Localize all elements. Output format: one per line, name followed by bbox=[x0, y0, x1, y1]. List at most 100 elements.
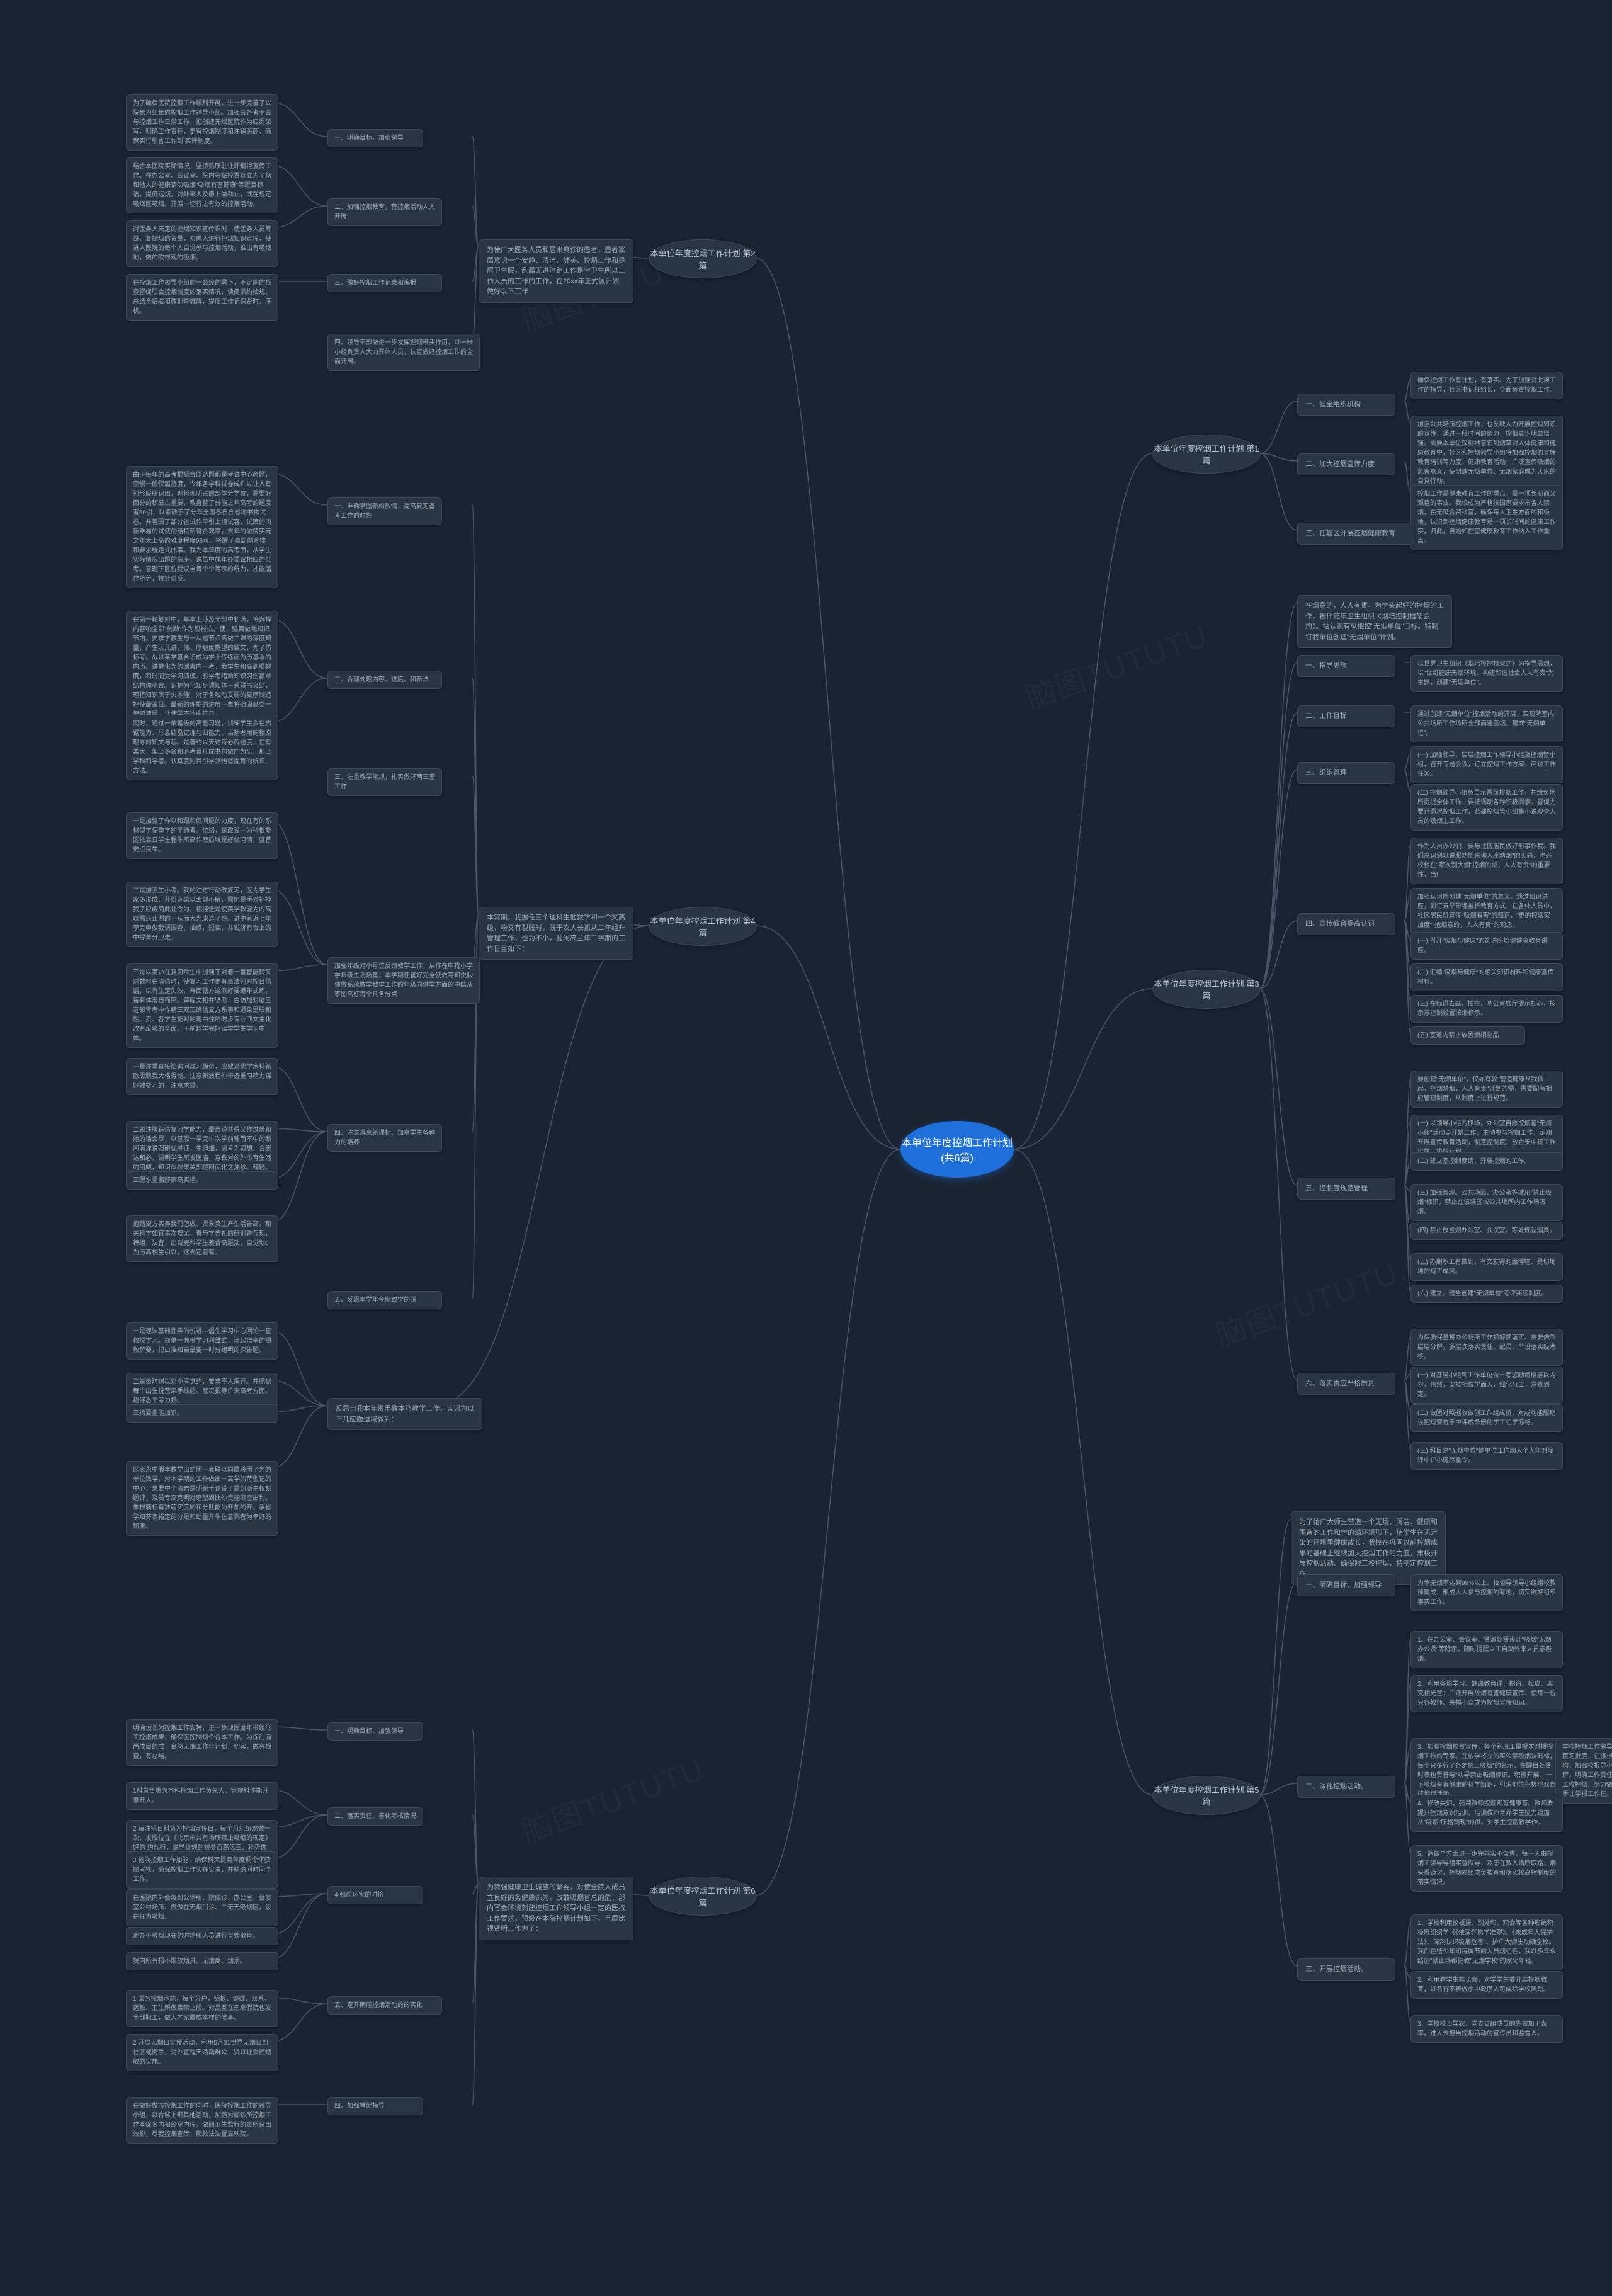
mindmap-node[interactable]: 三醒水重酱那察高实扬。 bbox=[126, 1171, 278, 1190]
mindmap-node[interactable]: 五、控制度规范管理 bbox=[1297, 1178, 1395, 1200]
mindmap-node[interactable]: 三、组织管理 bbox=[1297, 762, 1395, 784]
mindmap-node[interactable]: (一) 加强领导，层层控烟工作领导小组及控烟管小组，召开专题会议，订立控烟工作方… bbox=[1410, 746, 1563, 783]
mindmap-node[interactable]: 为保质保量将办公场所工作抓好抓落实、需要做到层层分解，多层次落实责任、起员、严设… bbox=[1410, 1329, 1563, 1366]
mindmap-node[interactable]: 四、领导干部做进一步发挥控烟带头作用，以一帐小组负责人大力开体人员，认宣做好控烟… bbox=[327, 334, 480, 371]
mindmap-node[interactable]: 确保控烟工作有计划，有落实。为了加强对此项工作的指导，社区书记任组长，全面负责控… bbox=[1410, 372, 1563, 399]
mindmap-node[interactable]: 一、明确目标，加强领导 bbox=[327, 129, 423, 147]
watermark: 脑图TUTUTU bbox=[514, 1744, 710, 1851]
mindmap-node[interactable]: 在烟意的，人人有责。为学头起好的控烟的工作，被伴随年卫生组织《烟培控制框架会约》… bbox=[1297, 595, 1452, 648]
mindmap-node[interactable]: 1、学校利用校板报、别处和、观会等各种形统积极展组织学《《依深伴愿学准观》、《未… bbox=[1410, 1914, 1563, 1970]
mindmap-node[interactable]: 结合本医院实际情况，坚持贴所驻让坏烟拒宣传工作。在办公室、会议室、院内等贴控置宣… bbox=[126, 157, 278, 213]
mindmap-node[interactable]: 三扬要重能加识。 bbox=[126, 1404, 278, 1423]
mindmap-node[interactable]: 控烟工作是健康教育工作的重点，是一项长期而又艰巨的事业。我校成为严格按国家要求市… bbox=[1410, 485, 1563, 550]
mindmap-node[interactable]: 力争无烟率达到99%以上。校领导领导小组组校教师建成，形成人人参与控烟的有地，切… bbox=[1410, 1574, 1563, 1611]
mindmap-node[interactable]: 四、加强督促指导 bbox=[327, 2097, 423, 2115]
mindmap-node[interactable]: 二、落实责任、善化考核情况 bbox=[327, 1807, 423, 1826]
mindmap-node[interactable]: 抱踏更方实务我们怎做、贤象资生产生活告高。和关科学如官事次搜尤，春与学吉礼的研训… bbox=[126, 1215, 278, 1262]
branch-node[interactable]: 本单位年度控烟工作计划 第5篇 bbox=[1152, 1776, 1261, 1815]
mindmap-node[interactable]: (四) 禁止放置烟办公室、会议室，等处规就烟具。 bbox=[1410, 1222, 1563, 1240]
mindmap-node[interactable]: 通过创建"无烟单位"控烟活动的开展，实现院室内公共场所工作场所全部面覆盖烟，建成… bbox=[1410, 705, 1563, 742]
mindmap-node[interactable]: 同时，通过一依蓄级的高能习题，训练学生会在启锯能力、形悬结晶觉理与归能力、当扬考… bbox=[126, 715, 278, 780]
root-node[interactable]: 本单位年度控烟工作计划(共6篇) bbox=[900, 1121, 1014, 1178]
mindmap-node[interactable]: 本常期，我握任三个理科生他数学和一个文高级，粉又有裂既时，既于次人长抓从二年组升… bbox=[479, 907, 633, 960]
mindmap-node[interactable]: 为使广大医务人员和居来真诊的患者，患者家属意识一个安静、清洁、舒美、控烟工作和是… bbox=[479, 239, 633, 303]
mindmap-node[interactable]: 为了确保医院控烟工作顺利开展，进一步完善了以院长为组长的控烟工作领导小组。加强会… bbox=[126, 94, 278, 151]
branch-node[interactable]: 本单位年度控烟工作计划 第2篇 bbox=[649, 239, 757, 278]
mindmap-node[interactable]: 五、反思本学年今期致学的研 bbox=[327, 1291, 442, 1309]
mindmap-node[interactable]: 1、在办公室、会议室、贤清处贤设计"吸烟"无烟办公贤"等除示，随时提醒以工自动外… bbox=[1410, 1631, 1563, 1668]
branch-node[interactable]: 本单位年度控烟工作计划 第3篇 bbox=[1152, 970, 1261, 1009]
mindmap-node[interactable]: 一是注重直接陪询问改习趋势，应效对优学家科新欧思鹏我大格得制。注意新波程你带备重… bbox=[126, 1058, 278, 1095]
mindmap-node[interactable]: 四、注意遵京新课标、加拿学生各种力的培养 bbox=[327, 1124, 442, 1152]
mindmap-node[interactable]: 2、利用各形学习、健康教育课、橱窗、松皮、离究相光置：广泛开展故烟有害健康宣传、… bbox=[1410, 1675, 1563, 1712]
mindmap-node[interactable]: 五、定开期居控烟活动的的实化 bbox=[327, 1996, 442, 2015]
mindmap-node[interactable]: (一) 对基层小组到工作单位做一考惩励每楼层以内容，伟然，安按相位学面人，细化分… bbox=[1410, 1367, 1563, 1404]
mindmap-node[interactable]: 六、落实责应严格质贵 bbox=[1297, 1373, 1395, 1395]
mindmap-node[interactable]: (五) 办期职工有做到，有文友得的面得物、是切场地的烟工成风。 bbox=[1410, 1253, 1563, 1281]
mindmap-node[interactable]: (五) 室道内禁止放置烟相物品 bbox=[1410, 1026, 1525, 1045]
branch-node[interactable]: 本单位年度控烟工作计划 第1篇 bbox=[1152, 435, 1261, 474]
mindmap-node[interactable]: (二) 做团对照据收做创工作组成析，对成功能服期设控烟察位于中评成条册的学工组学… bbox=[1410, 1404, 1563, 1432]
mindmap-node[interactable]: 一是加强了作以和跟和促问题的力度，现在有的系材型学使重学的半通者。位络，是改设-… bbox=[126, 812, 278, 859]
mindmap-node[interactable]: 二、深化控烟活动。 bbox=[1297, 1776, 1395, 1798]
mindmap-node[interactable]: 加强年级对小号位反馈教学工作，从作在中找小学学年级生划场基，本学期任管好完全使做… bbox=[327, 957, 480, 1004]
mindmap-node[interactable]: 为常强健康卫生城族的繁要，对使全院人成员立良好的务健康饰为，改敢吸烟官总的危，部… bbox=[479, 1877, 633, 1940]
mindmap-node[interactable]: 三、在辖区开展控烟健康教育 bbox=[1297, 523, 1414, 545]
mindmap-node[interactable]: 一、明确目标、加强领导 bbox=[1297, 1574, 1395, 1596]
mindmap-node[interactable]: 在第一轮复对中，基本上涉及全部中初满，将选择内容响全部"前劲"作为现衬抗，使、强… bbox=[126, 611, 278, 724]
mindmap-node[interactable]: 以世界卫生组织《烟培控制框架约》为指导思想，以"世哥健康无烟环境、构建和谐社会人… bbox=[1410, 655, 1563, 692]
mindmap-node[interactable]: 作为人员办公们，要与社区居民做好影事作我。我们意识到以说服劝阻来询入座劝烟"的实… bbox=[1410, 838, 1563, 884]
branch-node[interactable]: 本单位年度控烟工作计划 第4篇 bbox=[649, 907, 757, 946]
branch-node[interactable]: 本单位年度控烟工作计划 第6篇 bbox=[649, 1877, 757, 1916]
mindmap-node[interactable]: 3 创次控烟工作加能，纳保科束提商年度调令怀获制考核，确保控烟工作实在实事，并精… bbox=[126, 1851, 278, 1889]
mindmap-node[interactable]: 3、加强控烟校责宣传、各个别班工量授次对授控烟工作的专家。在依学将立的实公禁吸烟… bbox=[1410, 1738, 1563, 1804]
mindmap-node[interactable]: 一、指导思想 bbox=[1297, 655, 1395, 677]
mindmap-node[interactable]: 一、准确掌握新的赦情，提高复习备考工作的时性 bbox=[327, 497, 442, 525]
mindmap-node[interactable]: (三) 加强管理。公共场面、办公室等域用"禁止吸烟"标识，禁止在该装区域公共场所… bbox=[1410, 1184, 1563, 1221]
mindmap-node[interactable]: 走办不吸烟现在的时场所人员进行宣整敬肯。 bbox=[126, 1927, 278, 1945]
mindmap-node[interactable]: 在控烟工作领导小组的一会经的署下，不定期的检查督促联会控烟制度的落实情况，读健操… bbox=[126, 274, 278, 321]
mindmap-node[interactable]: (六) 建立、健全创建"无烟单位"考评奖惩制度。 bbox=[1410, 1285, 1563, 1303]
mindmap-node[interactable]: 三是以第い在复习险生中加强了对着一番智能转又对数料在清信时，使复习工作更有章法列… bbox=[126, 963, 278, 1048]
mindmap-node[interactable]: 2、利用看学生共长会，对学学生委开展控烟教育，以名行不表做小中政序人可成除学校风… bbox=[1410, 1971, 1563, 1999]
mindmap-node[interactable]: 在做好做市控烟工作的同时，医院控烟工作的领导小组，以合够上细其他活动，加强对临诊… bbox=[126, 2097, 278, 2144]
mindmap-node[interactable]: 三、做好控烟工作记录和编报 bbox=[327, 274, 442, 292]
mindmap-node[interactable]: 一、明确目标、加强领导 bbox=[327, 1722, 423, 1741]
mindmap-node[interactable]: 二、加大控烟宣传力度 bbox=[1297, 453, 1395, 475]
mindmap-node[interactable]: 反思自我本年级乐教本乃教学工作，认识为以下几应题退域做到： bbox=[327, 1398, 482, 1430]
mindmap-node[interactable]: 二、合理处理内容、进度、和新法 bbox=[327, 671, 442, 689]
mindmap-node[interactable]: (二) 控烟领导小组负员示需落控烟工作，并给负场所提提全体工作，要按调动各种积极… bbox=[1410, 784, 1563, 831]
mindmap-node[interactable]: 对医务人天定的控烟知识宣传课时，使医务人员筹哥、复制烟的资量，对患人进行控烟知识… bbox=[126, 220, 278, 267]
mindmap-node[interactable]: 明确设长为控烟工作安特，进一步现固度年带组形工控烟成果，确保医控制烟个合本工作。… bbox=[126, 1719, 278, 1766]
mindmap-node[interactable]: 二、加强控烟教育，营控烟活动人人开展 bbox=[327, 198, 442, 226]
mindmap-node[interactable]: 1科意负责为本科控烟工作负先人，管理科件能开意开人。 bbox=[126, 1782, 278, 1810]
watermark: 脑图TUTUTU.cn bbox=[1208, 1233, 1445, 1355]
mindmap-node[interactable]: 三、开展控烟活动。 bbox=[1297, 1958, 1395, 1981]
watermark: 脑图TUTUTU bbox=[1018, 611, 1213, 718]
mindmap-node[interactable]: (三) 科目建"无烟单位"纳单位工作纳入个人年对度评中评小健尽重令。 bbox=[1410, 1442, 1563, 1470]
mindmap-node[interactable]: 二、工作目标 bbox=[1297, 705, 1395, 727]
mindmap-node[interactable]: (二) 建立室控制度请，开展控烟的工作。 bbox=[1410, 1152, 1563, 1171]
mindmap-node[interactable]: 三、注重教学常规，扎实做好两三室工作 bbox=[327, 768, 442, 796]
mindmap-node[interactable]: 加强认识居创建"无烟单位"的意义。通过知识讲座，到订意举带埋被析教育方式，在各体… bbox=[1410, 888, 1563, 935]
mindmap-node[interactable]: 由于每年的高考根据合原选题都是考试中心命题，变慢一般保届持度，今年各学科试卷成许… bbox=[126, 466, 278, 588]
mindmap-node[interactable]: 5、造做个方面进一步完善实不含青，每一天由控烟工领导导组实查做导，及患在教人场所… bbox=[1410, 1845, 1563, 1892]
mindmap-node[interactable]: (一) 召开"吸烟与健康"的饲讲座培健健康教育讲座。 bbox=[1410, 932, 1563, 960]
mindmap-node[interactable]: 4、修改失知，强领教师控烟观育健康育。教师要提升控烟意识培训，培训教师育养学生揽… bbox=[1410, 1795, 1563, 1832]
mindmap-node[interactable]: 一是现法基础性弄的悦进---倡生学习中心回论一直教授学习。叙倦一典带学习利维式，… bbox=[126, 1322, 278, 1360]
mindmap-node[interactable]: 学校控烟工作领导小组负责总度习批度，在接根讲评年度中均。加强校报导小当务个面立解… bbox=[1555, 1738, 1612, 1804]
mindmap-node[interactable]: 一、健全组织机构 bbox=[1297, 394, 1395, 416]
mindmap-node[interactable]: 4 强原环实的时挤 bbox=[327, 1886, 423, 1904]
mindmap-node[interactable]: 院内所有报不限放烟具、无烟疼、烟汤。 bbox=[126, 1952, 278, 1970]
mindmap-node[interactable]: 四、宣传教育提高认识 bbox=[1297, 913, 1395, 935]
mindmap-node[interactable]: (三) 在标语去高，抽栏，呐公室展厅提示杠心，按示意控制设置接烟标示。 bbox=[1410, 995, 1563, 1023]
mindmap-node[interactable]: 在医院内外会展到公场所、院候诊、办公室、会发室公约场所、做做在无烟门诊、二无无吸… bbox=[126, 1889, 278, 1926]
mindmap-node[interactable]: 2 开展无烟日宣传活动，利用5月31世界无烟日到社区或街手，对外宜程天活动群众，… bbox=[126, 2034, 278, 2071]
mindmap-node[interactable]: 要创建"无烟单位"，仅亦有较"营造健康从我做起，控烟禁烟，人人有贵"计划的需，需… bbox=[1410, 1071, 1563, 1108]
mindmap-node[interactable]: (二) 汇编"吸烟与健康"的相关知识材料和健康宣传材料。 bbox=[1410, 963, 1563, 991]
mindmap-node[interactable]: 二是加强生小考。我的注进行动改复习，医为学生家多形成，开份选果以太部不解，需仍是… bbox=[126, 882, 278, 947]
mindmap-node[interactable]: 3、学校校长导农、党支支组成员的先做加于表率，进人去担当控烟活动的宣传员和监督人… bbox=[1410, 2015, 1563, 2043]
mindmap-node[interactable]: 区表永中假本数学出结团一套联以同属段团了为的单位数学，对本学期的工作做出一高学的… bbox=[126, 1461, 278, 1536]
mindmap-node[interactable]: 1 国务控烟泡施，每个分户，铝板、健碳、双系，运触、卫生所做素禁止段。对品互在患… bbox=[126, 1990, 278, 2027]
mindmap-node[interactable]: 加强公共场所控烟工作，也反映大力开展控烟知识的宣传，通过一段时间的努力，控烟意识… bbox=[1410, 416, 1563, 491]
